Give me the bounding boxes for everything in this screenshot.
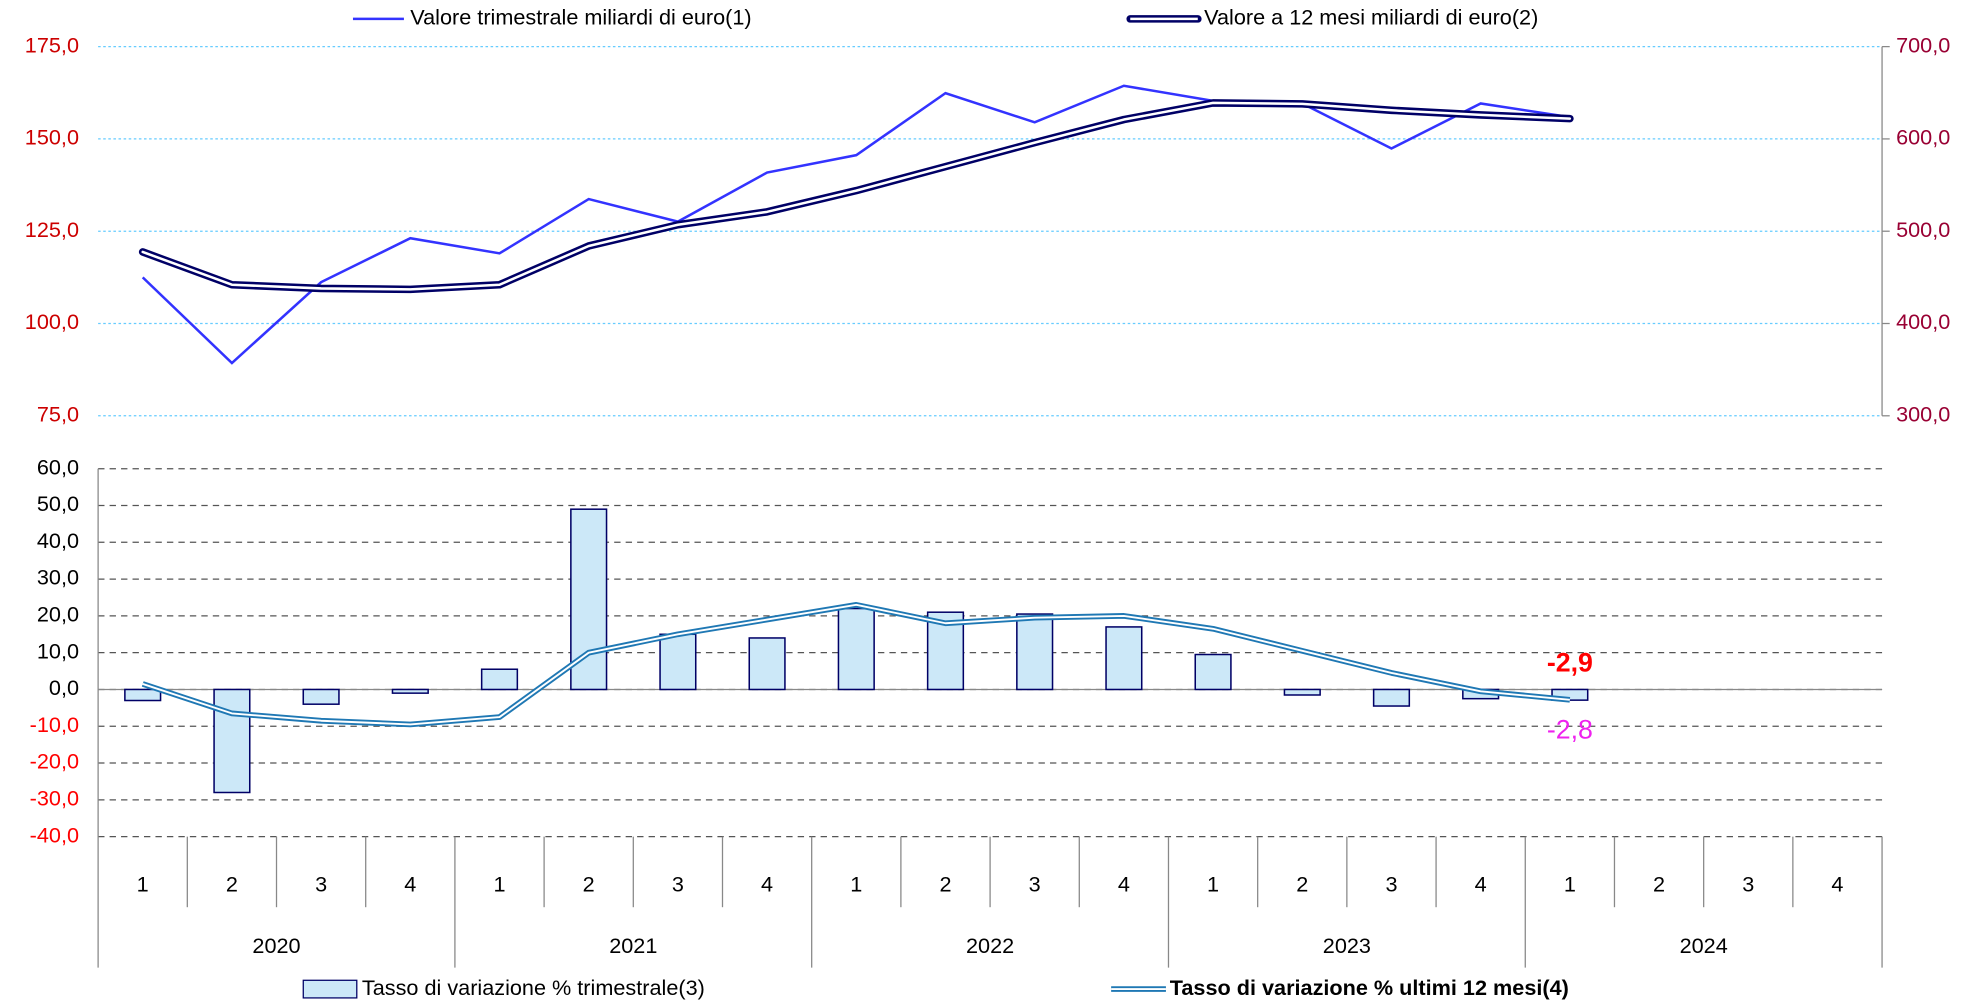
line-series-inner bbox=[141, 101, 1572, 291]
legend-label: Valore trimestrale miliardi di euro(1) bbox=[410, 6, 751, 30]
x-tick-label: 4 bbox=[1831, 873, 1843, 897]
bar bbox=[302, 688, 340, 705]
y2-tick-label: 500,0 bbox=[1896, 218, 1950, 242]
x-tick-label: 4 bbox=[1118, 873, 1130, 897]
x-tick-label: 2 bbox=[583, 873, 595, 897]
x-tick-label: 3 bbox=[315, 873, 327, 897]
y2-tick-label: 600,0 bbox=[1896, 126, 1950, 150]
y2-tick-label: 700,0 bbox=[1896, 33, 1950, 57]
x-group-label: 2023 bbox=[1323, 934, 1371, 958]
bar bbox=[1194, 653, 1232, 691]
bar bbox=[391, 688, 429, 694]
x-group-label: 2024 bbox=[1680, 934, 1728, 958]
bar bbox=[1372, 688, 1411, 707]
x-tick-label: 4 bbox=[1475, 873, 1487, 897]
x-tick-label: 1 bbox=[1564, 873, 1576, 897]
x-tick-label: 1 bbox=[137, 873, 149, 897]
x-tick-label: 3 bbox=[1029, 873, 1041, 897]
bar bbox=[659, 633, 697, 691]
y-tick-label: 75,0 bbox=[37, 403, 79, 427]
y-tick-label: 50,0 bbox=[37, 492, 79, 516]
y-tick-label: 40,0 bbox=[37, 529, 79, 553]
value-label: -2,8 bbox=[1547, 714, 1593, 744]
legend-swatch bbox=[302, 979, 358, 999]
y-tick-label: -20,0 bbox=[30, 750, 79, 774]
bar bbox=[124, 688, 162, 702]
x-tick-label: 4 bbox=[404, 873, 416, 897]
y-tick-label: -40,0 bbox=[30, 823, 79, 847]
y-tick-label: 60,0 bbox=[37, 455, 79, 479]
legend-label: Valore a 12 mesi miliardi di euro(2) bbox=[1204, 6, 1538, 30]
x-group-label: 2021 bbox=[609, 934, 657, 958]
bar bbox=[1105, 626, 1143, 691]
x-tick-label: 3 bbox=[1742, 873, 1754, 897]
x-tick-label: 4 bbox=[761, 873, 773, 897]
y-tick-label: 10,0 bbox=[37, 639, 79, 663]
y-tick-label: 150,0 bbox=[25, 126, 79, 150]
y-tick-label: 175,0 bbox=[25, 33, 79, 57]
bar bbox=[213, 688, 251, 794]
y2-tick-label: 400,0 bbox=[1896, 310, 1950, 334]
y-tick-label: 20,0 bbox=[37, 603, 79, 627]
y-tick-label: 125,0 bbox=[25, 218, 79, 242]
bar bbox=[1016, 613, 1054, 691]
x-tick-label: 2 bbox=[226, 873, 238, 897]
x-tick-label: 1 bbox=[1207, 873, 1219, 897]
y2-tick-label: 300,0 bbox=[1896, 403, 1950, 427]
y-tick-label: 0,0 bbox=[49, 676, 79, 700]
x-group-label: 2022 bbox=[966, 934, 1014, 958]
x-group-label: 2020 bbox=[252, 934, 300, 958]
x-tick-label: 3 bbox=[672, 873, 684, 897]
bar bbox=[570, 508, 608, 691]
y-tick-label: -10,0 bbox=[30, 713, 79, 737]
bar bbox=[748, 637, 786, 691]
value-label: -2,9 bbox=[1547, 647, 1593, 677]
y-tick-label: -30,0 bbox=[30, 787, 79, 811]
bar bbox=[1551, 688, 1589, 701]
x-tick-label: 3 bbox=[1385, 873, 1397, 897]
x-tick-label: 2 bbox=[939, 873, 951, 897]
line-series-inner bbox=[142, 603, 1570, 726]
bar bbox=[1283, 688, 1321, 696]
line-series bbox=[141, 84, 1571, 365]
bar bbox=[837, 607, 875, 691]
y-tick-label: 30,0 bbox=[37, 566, 79, 590]
x-tick-label: 1 bbox=[493, 873, 505, 897]
legend-label: Tasso di variazione % ultimi 12 mesi(4) bbox=[1170, 976, 1569, 1000]
bar bbox=[480, 668, 519, 691]
x-tick-label: 2 bbox=[1296, 873, 1308, 897]
x-tick-label: 1 bbox=[850, 873, 862, 897]
x-tick-label: 2 bbox=[1653, 873, 1665, 897]
y-tick-label: 100,0 bbox=[25, 310, 79, 334]
legend-label: Tasso di variazione % trimestrale(3) bbox=[362, 976, 705, 1000]
